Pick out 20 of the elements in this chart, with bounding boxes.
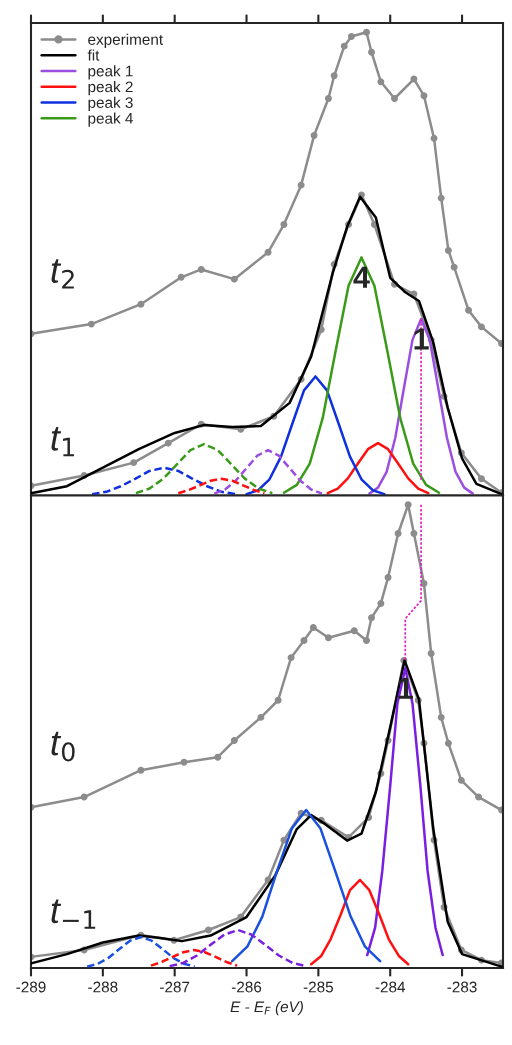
x-tick-label: -283 [447,981,477,993]
x-tick-label: -288 [88,981,118,993]
x-tick-label: -285 [303,981,334,993]
x-tick-label: -284 [375,981,406,993]
x-axis-title: E - E$_{F}$ (eV) [230,1000,303,1016]
annotation: t$_{0}$ [51,731,75,762]
annotation: t$_{−1}$ [51,899,96,929]
annotation: t$_{1}$ [51,427,75,457]
annotation: t$_{2}$ [51,259,74,289]
legend-label: peak 4 [88,112,133,127]
annotation: 4 [353,266,370,288]
legend-label: peak 2 [88,81,133,96]
annotation: 1 [414,328,429,350]
legend-label: experiment [88,33,163,48]
legend-label: peak 1 [88,65,133,80]
x-tick-label: -286 [231,981,262,993]
x-tick-label: -287 [160,981,190,993]
x-tick-label: -289 [16,981,46,993]
legend-label: fit [87,49,100,61]
legend-label: peak 3 [88,96,133,112]
